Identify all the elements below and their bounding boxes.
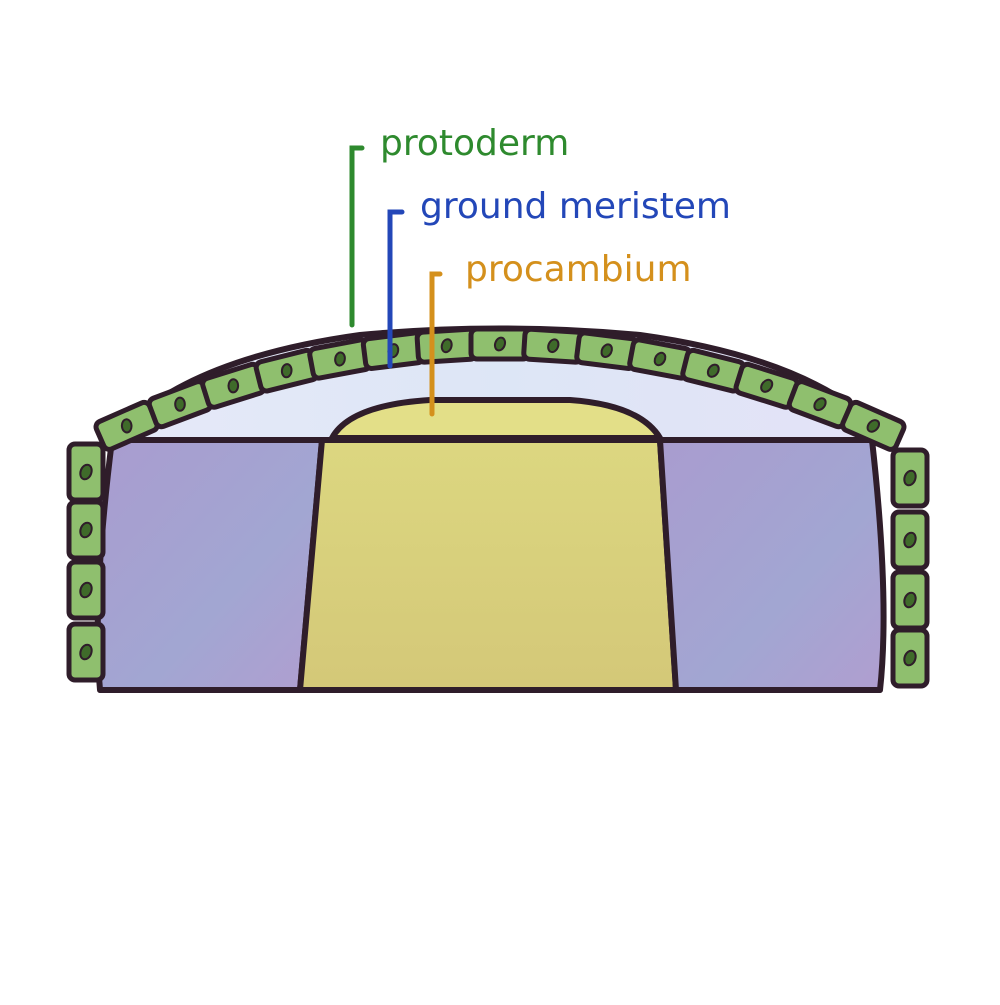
protoderm-cell [890,569,930,631]
cell-nucleus [547,338,560,354]
protoderm-label: protoderm [380,123,570,164]
procambium-block [297,437,679,693]
cell-nucleus [903,531,917,549]
cell-nucleus [440,338,453,354]
ground-meristem-label: ground meristem [420,186,731,227]
protoderm-layer [66,326,930,689]
ground-meristem-leader-line [387,209,405,369]
cell-nucleus [760,378,774,393]
protoderm-cell [840,399,907,452]
protoderm-cell [468,326,532,362]
cell-nucleus [334,351,346,367]
ground-meristem-right-block [657,437,887,693]
cell-nucleus [79,643,93,661]
protoderm-cell [66,499,106,561]
protoderm-cell [890,447,930,509]
protoderm-cell [627,337,693,381]
ground-meristem-left-block [94,437,325,693]
protoderm-leader-line [349,145,365,328]
cell-nucleus [706,363,720,378]
protoderm-cell [414,326,479,365]
cell-nucleus [903,469,917,487]
cell-nucleus [903,591,917,609]
protoderm-cell [733,361,800,410]
protoderm-cell [521,326,586,365]
protoderm-cell [890,509,930,571]
cell-nucleus [653,351,667,367]
cell-nucleus [813,397,827,412]
protoderm-cell [66,559,106,621]
cell-nucleus [120,418,133,434]
cell-nucleus [79,463,93,481]
cell-nucleus [174,396,186,412]
cell-nucleus [280,363,293,379]
protoderm-cell [890,627,930,689]
protoderm-cell [66,621,106,683]
cell-nucleus [600,343,613,358]
cell-nucleus [227,378,240,394]
protoderm-cell [66,441,106,503]
protoderm-cell [680,347,747,394]
cell-nucleus [493,336,507,352]
cell-nucleus [79,581,93,599]
procambium-label: procambium [465,249,692,290]
cell-nucleus [903,649,917,667]
cell-nucleus [79,521,93,539]
procambium-dome [329,397,663,441]
cell-nucleus [866,419,881,433]
procambium-leader-line [429,271,443,417]
